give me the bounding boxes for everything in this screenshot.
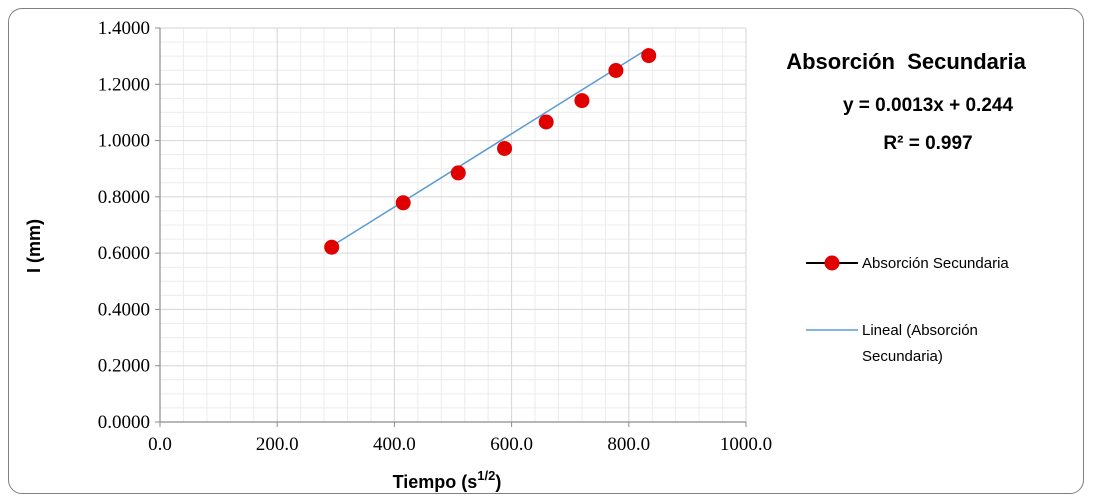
y-tick-label: 0.2000 (98, 356, 150, 377)
data-point (641, 48, 657, 64)
y-tick-label: 0.6000 (98, 243, 150, 264)
data-point (450, 165, 466, 181)
minor-gridlines (160, 28, 746, 422)
y-tick-label: 0.4000 (98, 299, 150, 320)
legend: Absorción Secundaria Lineal (Absorción S… (806, 255, 1009, 365)
data-point (497, 140, 513, 156)
y-tick-label: 1.2000 (98, 74, 150, 95)
y-tick-labels: 0.0000 0.2000 0.4000 0.6000 0.8000 1.0000 1.20… (98, 18, 150, 433)
chart-title: Absorción Secundaria (786, 49, 1026, 74)
legend-series-marker (824, 255, 840, 271)
chart-frame (8, 8, 1084, 494)
axes (155, 27, 747, 427)
data-point (395, 195, 411, 211)
data-point (324, 239, 340, 255)
y-tick-label: 0.8000 (98, 187, 150, 208)
y-tick-label: 0.0000 (98, 412, 150, 433)
x-tick-label: 200.0 (256, 434, 299, 455)
trendline (331, 47, 650, 247)
data-point (538, 114, 554, 130)
data-points (324, 48, 657, 255)
y-axis-label: I (mm) (24, 219, 44, 273)
y-tick-label: 1.0000 (98, 131, 150, 152)
x-tick-label: 0.0 (148, 434, 172, 455)
x-tick-labels: 0.0 200.0 400.0 600.0 800.0 1000.0 (148, 434, 772, 455)
y-tick-label: 1.4000 (98, 18, 150, 39)
r-squared-label: R² = 0.997 (883, 133, 972, 154)
legend-trendline-label-2: Secundaria) (862, 348, 943, 365)
x-axis-label: Tiempo (s1/2) (393, 468, 502, 492)
data-point (608, 62, 624, 78)
data-point (574, 93, 590, 109)
x-tick-label: 600.0 (490, 434, 533, 455)
legend-series-label: Absorción Secundaria (862, 255, 1009, 272)
trendline-layer (331, 47, 650, 247)
x-tick-label: 800.0 (607, 434, 650, 455)
major-gridlines (160, 27, 747, 422)
x-tick-label: 1000.0 (720, 434, 772, 455)
legend-trendline-label-1: Lineal (Absorción (862, 322, 978, 339)
trendline-equation: y = 0.0013x + 0.244 (843, 95, 1014, 116)
x-tick-label: 400.0 (373, 434, 416, 455)
